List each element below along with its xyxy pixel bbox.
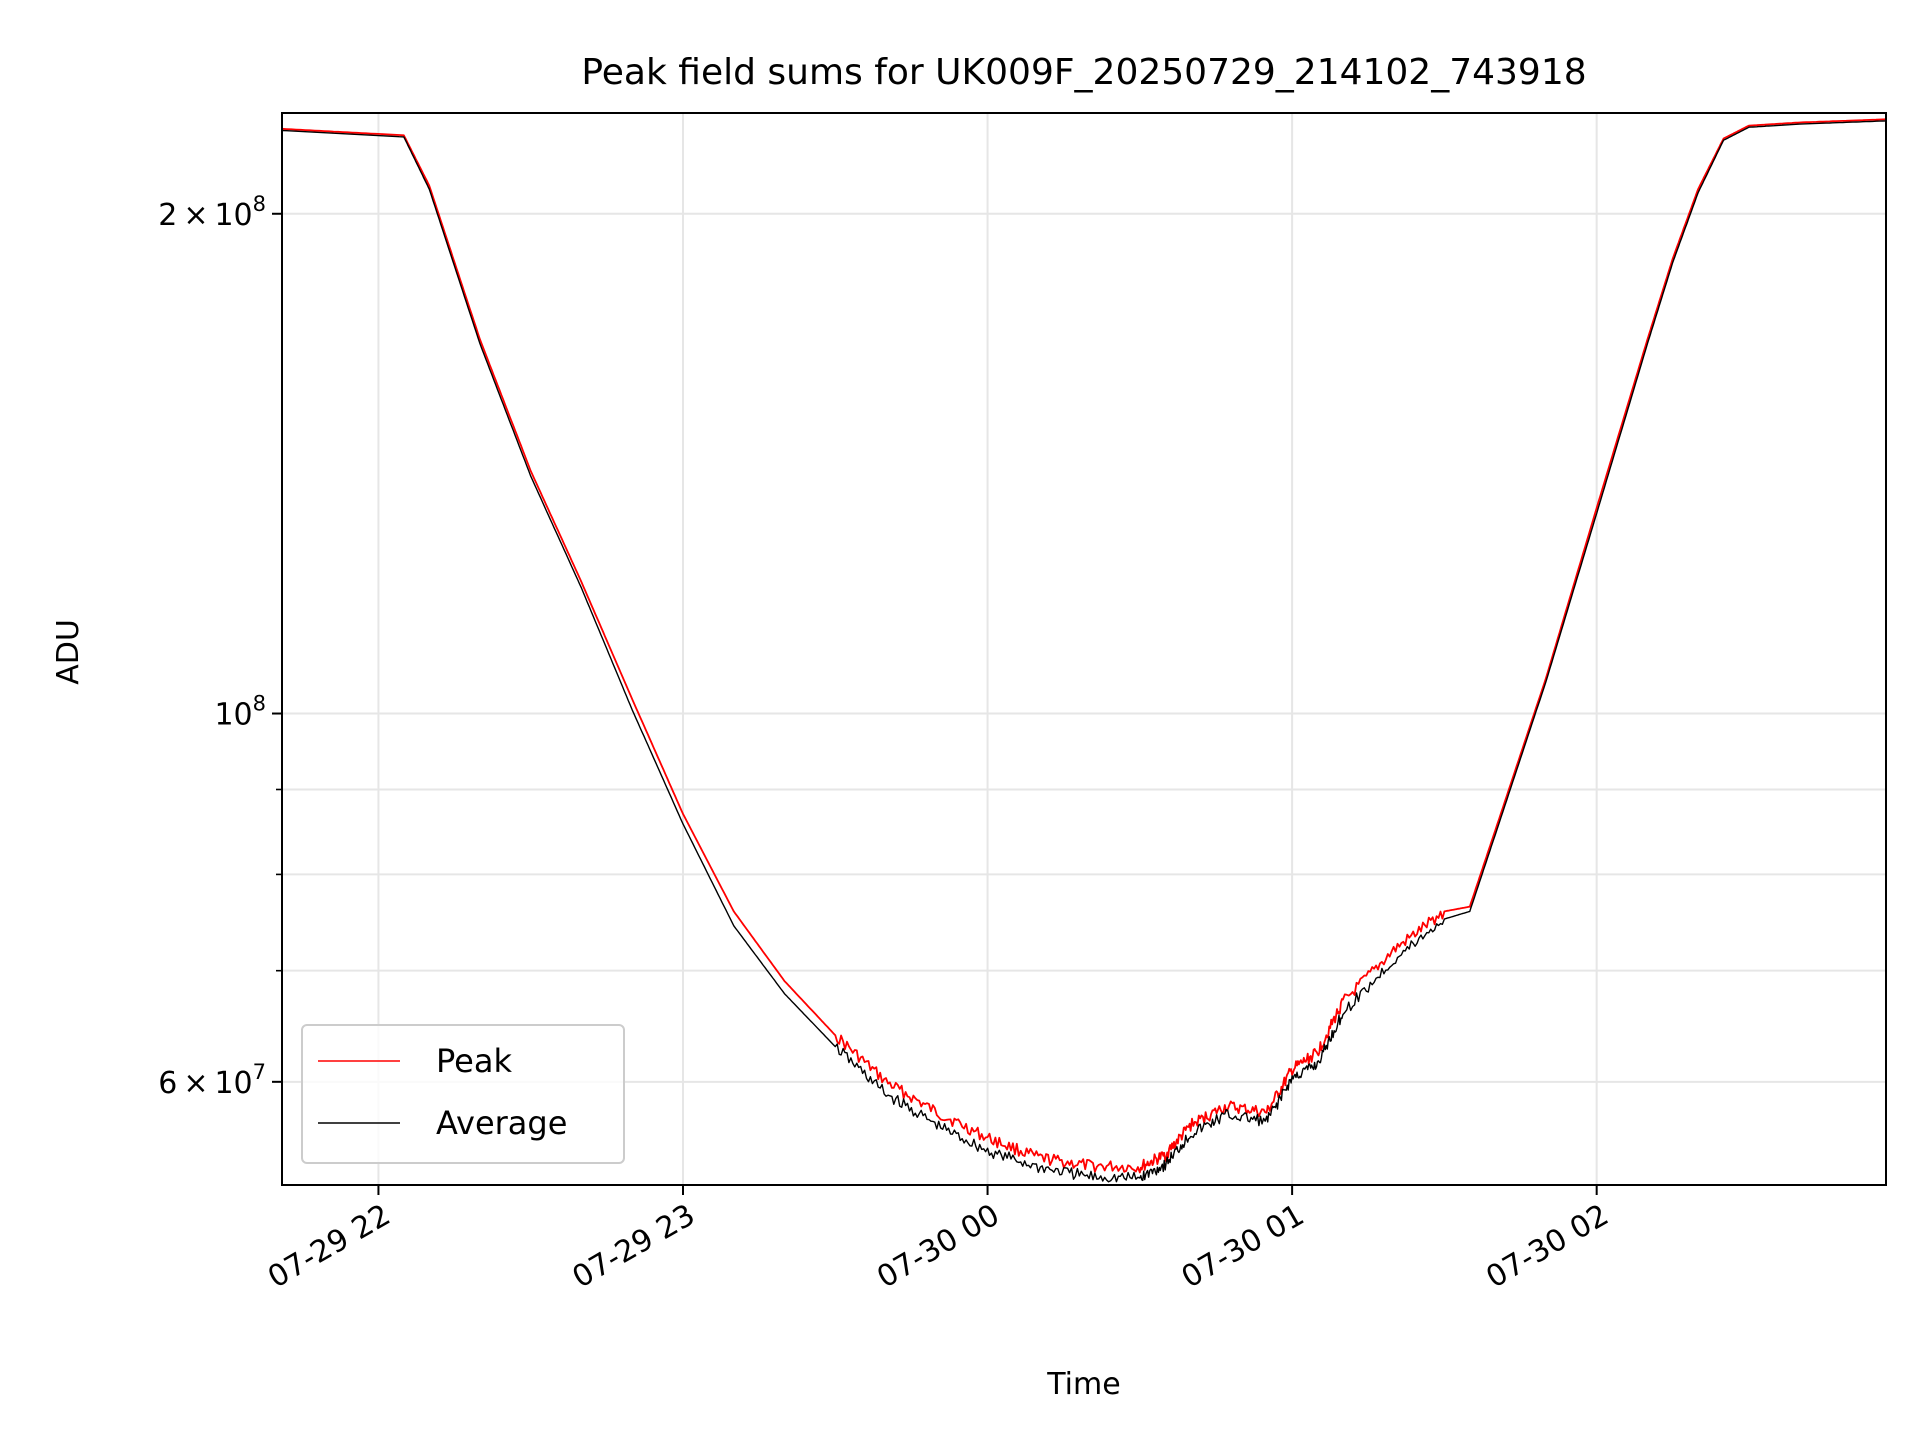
series-line-peak (281, 118, 1887, 1174)
y-tick-label: 2 × 108 (158, 192, 266, 233)
y-tick-label: 108 (214, 692, 266, 733)
y-axis-label: ADU (51, 619, 86, 685)
chart-title: Peak field sums for UK009F_20250729_2141… (581, 52, 1586, 93)
x-axis-label: Time (1046, 1367, 1120, 1402)
series-lines (281, 118, 1887, 1183)
legend-label-peak: Peak (436, 1042, 512, 1080)
series-line-average (281, 120, 1887, 1183)
legend-box (301, 1024, 625, 1164)
plot-frame (281, 112, 1887, 1186)
legend-label-average: Average (436, 1104, 567, 1142)
y-tick-label: 6 × 107 (158, 1060, 266, 1101)
legend: Peak Average (301, 1024, 625, 1164)
